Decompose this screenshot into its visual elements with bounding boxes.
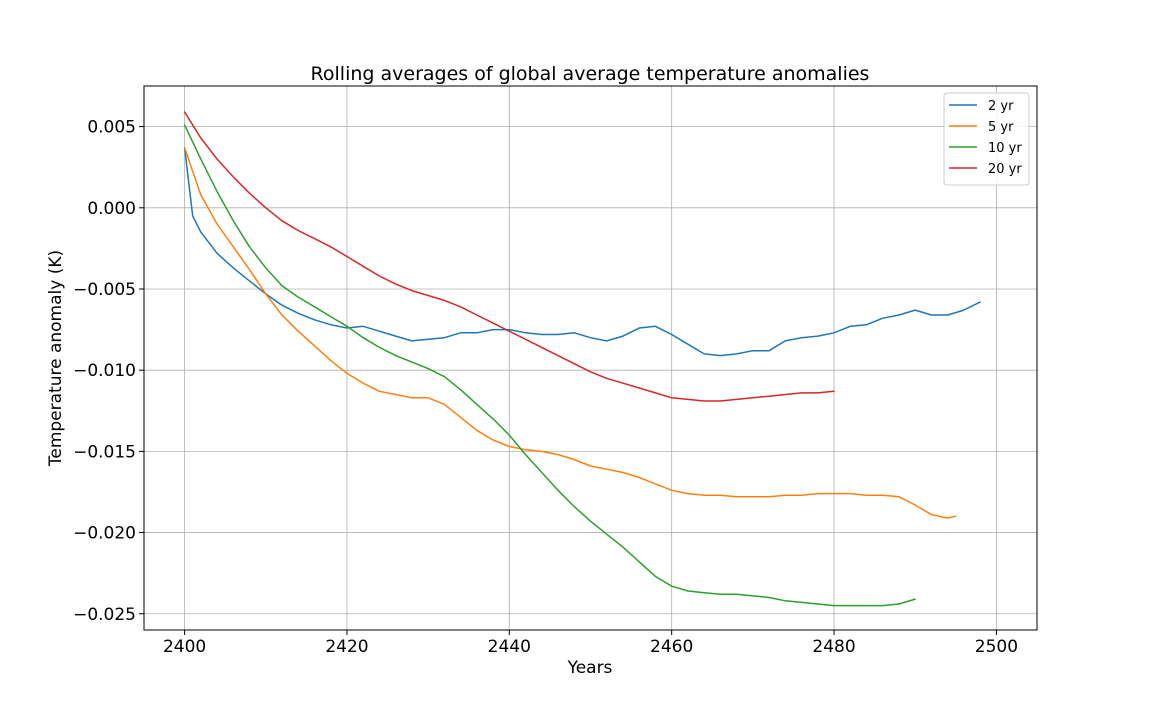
series-line-5-yr <box>183 146 957 519</box>
legend-box <box>943 92 1030 186</box>
y-tick-label: 0.000 <box>87 199 136 219</box>
legend-label: 20 yr <box>988 162 1022 177</box>
chart-title: Rolling averages of global average tempe… <box>311 63 870 85</box>
x-tick-label: 2460 <box>650 637 693 657</box>
series-layer <box>183 111 981 607</box>
legend: 2 yr 5 yr 10 yr 20 yr <box>943 92 1030 186</box>
plot-frame <box>143 85 1038 631</box>
legend-label: 2 yr <box>988 99 1014 114</box>
ticks: 2400 2420 2440 2460 2480 2500 0.005 0.000 −0.005… <box>73 118 1018 657</box>
x-tick-label: 2400 <box>163 637 206 657</box>
grid <box>144 86 1037 630</box>
y-tick-label: 0.005 <box>87 118 136 138</box>
legend-label: 10 yr <box>988 141 1022 156</box>
y-tick-label: −0.015 <box>73 442 136 462</box>
y-tick-label: −0.025 <box>73 605 136 625</box>
y-axis-label: Temperature anomaly (K) <box>46 250 66 467</box>
x-tick-label: 2480 <box>812 637 855 657</box>
legend-label: 5 yr <box>988 120 1014 135</box>
y-tick-label: −0.020 <box>73 524 136 544</box>
y-tick-label: −0.010 <box>73 361 136 381</box>
x-tick-label: 2440 <box>488 637 531 657</box>
x-axis-label: Years <box>567 658 613 678</box>
y-tick-label: −0.005 <box>73 280 136 300</box>
series-line-20-yr <box>183 111 835 402</box>
x-tick-label: 2500 <box>975 637 1018 657</box>
series-line-10-yr <box>183 124 916 607</box>
series-line-2-yr <box>183 146 981 357</box>
x-tick-label: 2420 <box>325 637 368 657</box>
